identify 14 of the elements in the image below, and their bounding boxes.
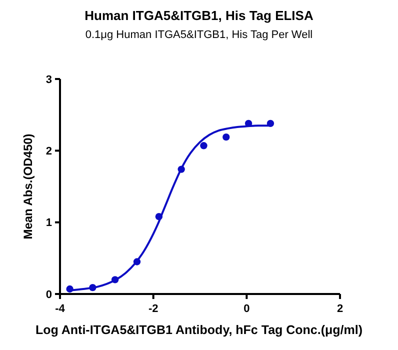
y-tick-label: 3	[46, 74, 52, 86]
x-axis-title: Log Anti-ITGA5&ITGB1 Antibody, hFc Tag Conc.(μg/ml)	[35, 323, 363, 337]
x-tick-label: -4	[55, 303, 66, 315]
point	[222, 133, 230, 141]
y-tick-label: 1	[46, 217, 52, 230]
chart-subtitle: 0.1μg Human ITGA5&ITGB1, His Tag Per Well	[85, 29, 313, 41]
y-axis-title: Mean Abs.(OD450)	[21, 134, 35, 240]
x-tick-label: 0	[244, 303, 250, 315]
y-tick-label: 2	[46, 146, 52, 158]
x-tick-label: 2	[336, 303, 344, 315]
chart-title: Human ITGA5&ITGB1, His Tag ELISA	[84, 8, 314, 23]
point	[200, 142, 208, 150]
x-tick-label: -2	[148, 303, 158, 315]
y-tick-label: 0	[46, 288, 52, 301]
